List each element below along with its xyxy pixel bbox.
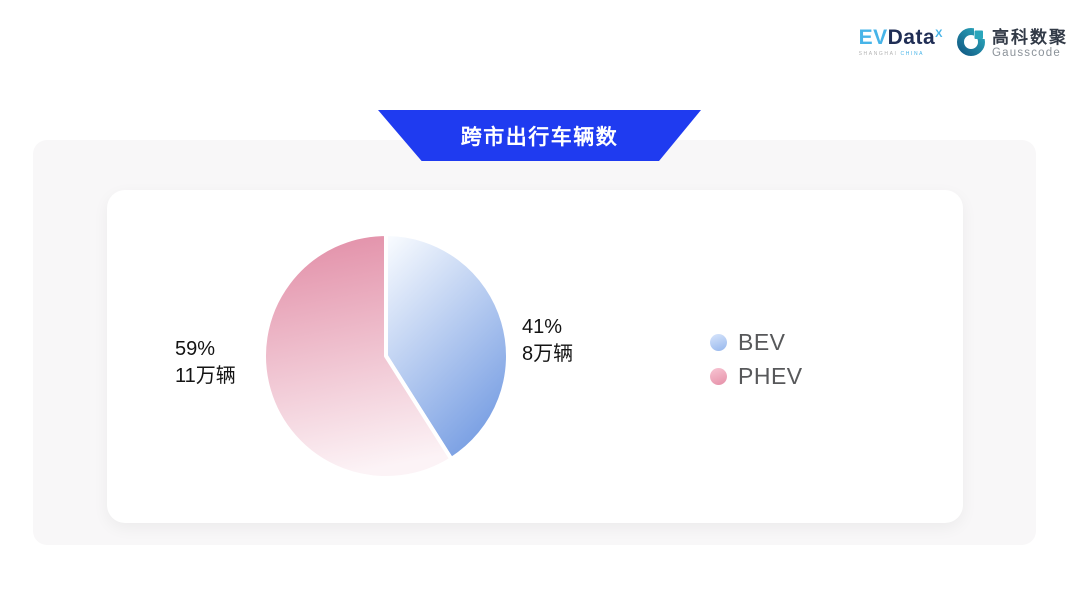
gausscode-en-name: Gausscode [992,46,1061,59]
evdata-data-text: Data [887,26,936,49]
evdata-wordmark: EVDataX [859,27,943,49]
pie-chart-container [256,226,516,486]
pie-label-phev-percent: 59% [175,338,216,360]
legend-item-phev[interactable]: PHEV [710,363,803,390]
pie-label-phev-value: 11万辆 [175,365,236,387]
evdata-subtext: SHANGHAI CHINA [859,51,924,57]
pie-label-phev: 59% 11万辆 [175,336,236,390]
pie-slice-phev [262,232,454,480]
evdata-subtext-shanghai: SHANGHAI [858,51,898,57]
legend-dot-bev [710,334,727,351]
legend-label-phev: PHEV [738,363,803,389]
gausscode-g-icon [957,24,988,63]
evdata-subtext-china: CHINA [900,51,925,57]
evdata-logo: EVDataX SHANGHAI CHINA [859,24,943,58]
gausscode-logo: 高科数聚 Gausscode [957,24,1068,63]
pie-label-bev-percent: 41% [522,316,563,338]
chart-card: 41% 8万辆 59% 11万辆 BEV PHEV [107,190,963,523]
pie-label-bev-value: 8万辆 [522,343,574,365]
gausscode-cn-name: 高科数聚 [992,27,1068,47]
pie-label-bev: 41% 8万辆 [522,314,573,368]
page-title: 跨市出行车辆数 [460,125,619,149]
header-logos: EVDataX SHANGHAI CHINA 高科数聚 Gausscode [859,24,1068,63]
chart-legend: BEV PHEV [710,329,803,390]
title-banner: 跨市出行车辆数 [378,110,701,161]
gausscode-text: 高科数聚 Gausscode [992,28,1068,60]
legend-label-bev: BEV [738,329,786,355]
legend-item-bev[interactable]: BEV [710,329,803,356]
evdata-x-superscript: X [935,28,943,40]
legend-dot-phev [710,368,727,385]
evdata-ev-text: EV [858,26,888,49]
pie-chart [262,232,510,480]
